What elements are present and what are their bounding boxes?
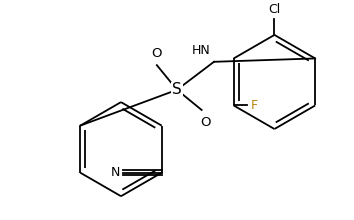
Text: S: S bbox=[172, 82, 182, 97]
Text: F: F bbox=[251, 99, 258, 112]
Text: HN: HN bbox=[192, 44, 211, 57]
Text: N: N bbox=[111, 166, 120, 179]
Text: O: O bbox=[200, 116, 210, 128]
Text: Cl: Cl bbox=[268, 3, 281, 16]
Text: O: O bbox=[152, 47, 162, 60]
